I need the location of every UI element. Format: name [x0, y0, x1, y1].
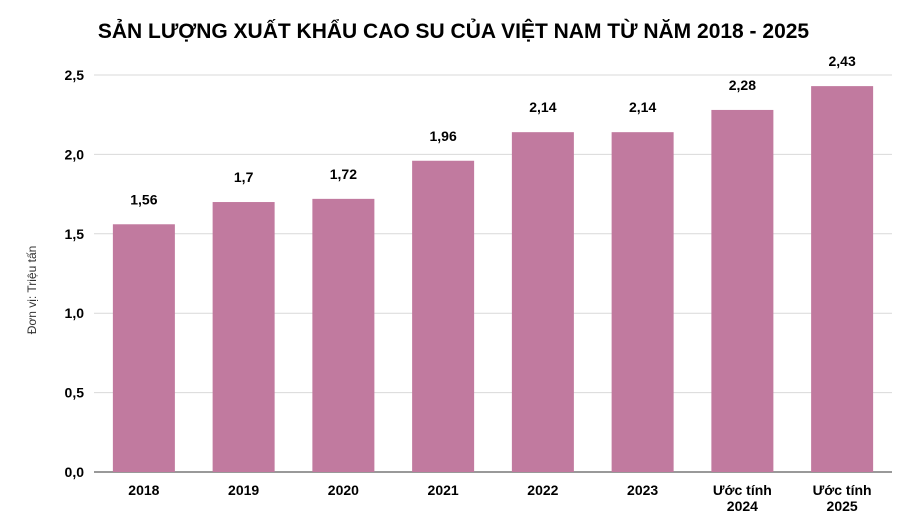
data-label: 2,14 [529, 99, 556, 115]
data-label: 1,56 [130, 191, 157, 207]
bar [511, 132, 574, 472]
data-label: 1,96 [430, 128, 457, 144]
bar [312, 198, 375, 472]
bar [611, 132, 674, 472]
bar [811, 86, 874, 472]
x-tick-label: Ước tính 2025 [813, 482, 872, 514]
x-tick-label: Ước tính 2024 [713, 482, 772, 514]
x-tick-label: 2021 [428, 482, 459, 498]
data-label: 2,14 [629, 99, 656, 115]
y-tick-label: 0,0 [65, 464, 85, 480]
y-axis-label: Đơn vị: Triệu tấn [25, 246, 39, 335]
data-label: 2,43 [829, 53, 856, 69]
bar [711, 109, 774, 472]
data-label: 1,72 [330, 166, 357, 182]
bar [212, 202, 275, 473]
y-tick-label: 1,5 [65, 226, 85, 242]
x-tick-label: 2023 [627, 482, 658, 498]
x-tick-label: 2022 [527, 482, 558, 498]
chart-title: SẢN LƯỢNG XUẤT KHẨU CAO SU CỦA VIỆT NAM … [97, 20, 810, 43]
y-tick-label: 2,5 [65, 67, 85, 83]
data-label: 2,28 [729, 77, 756, 93]
x-tick-label: 2018 [128, 482, 159, 498]
x-tick-label: 2019 [228, 482, 259, 498]
y-tick-label: 0,5 [65, 385, 85, 401]
bar [112, 224, 175, 472]
y-tick-label: 1,0 [65, 305, 85, 321]
bar [412, 160, 475, 472]
y-tick-label: 2,0 [65, 146, 85, 162]
x-tick-label: 2020 [328, 482, 359, 498]
data-label: 1,7 [234, 169, 254, 185]
